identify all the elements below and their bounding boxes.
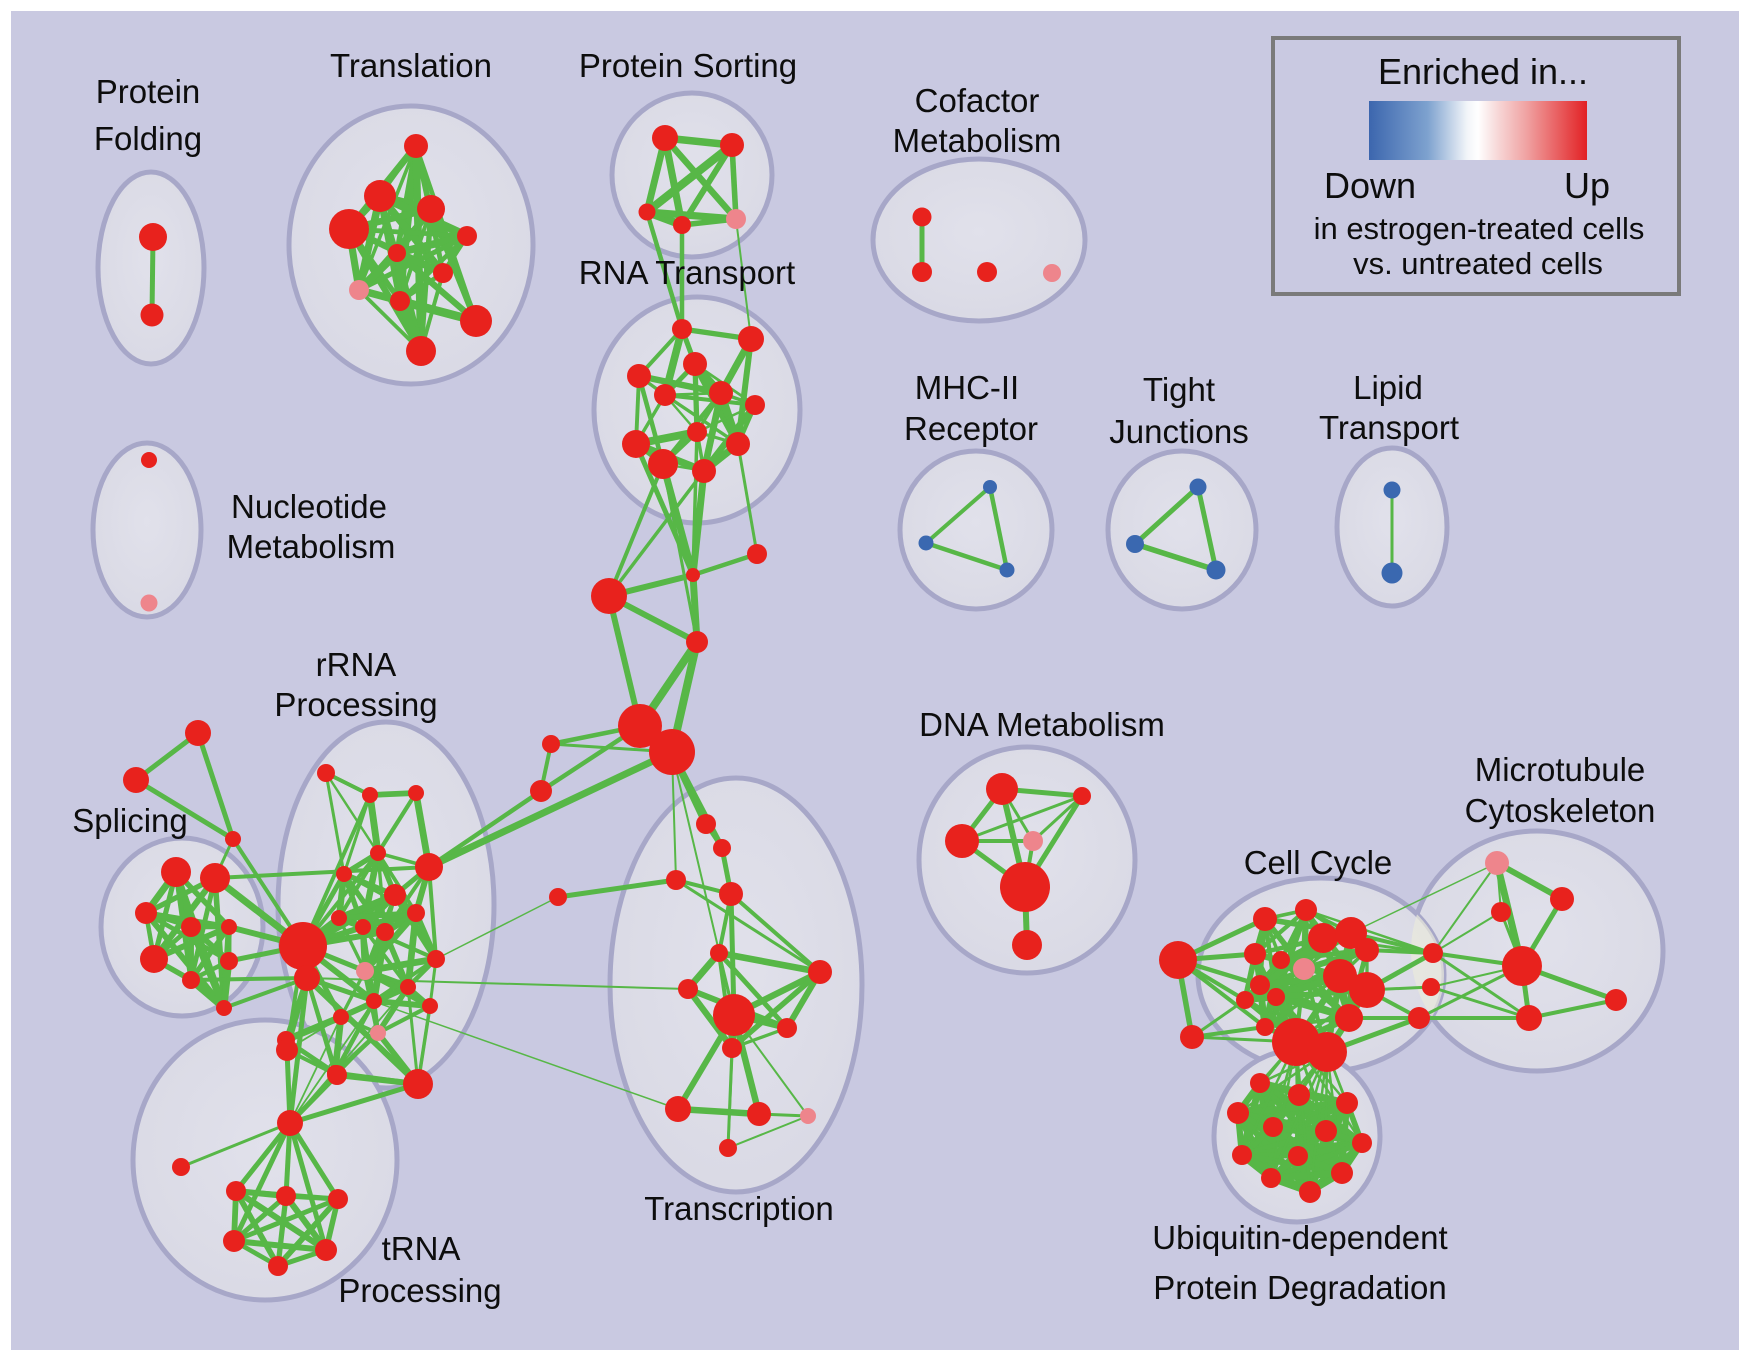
svg-text:rRNA: rRNA: [316, 646, 397, 683]
svg-text:Up: Up: [1564, 165, 1610, 206]
svg-text:Splicing: Splicing: [72, 802, 188, 839]
svg-text:Junctions: Junctions: [1109, 413, 1248, 450]
svg-text:Metabolism: Metabolism: [893, 122, 1062, 159]
svg-text:Transport: Transport: [1319, 409, 1459, 446]
svg-text:Cell Cycle: Cell Cycle: [1244, 844, 1393, 881]
svg-text:Processing: Processing: [338, 1272, 501, 1309]
svg-text:Cofactor: Cofactor: [915, 82, 1040, 119]
svg-text:Metabolism: Metabolism: [227, 528, 396, 565]
svg-text:Tight: Tight: [1143, 371, 1215, 408]
svg-text:Folding: Folding: [94, 120, 202, 157]
svg-text:Translation: Translation: [330, 47, 492, 84]
svg-text:Enriched in...: Enriched in...: [1378, 51, 1588, 92]
svg-text:RNA Transport: RNA Transport: [579, 254, 795, 291]
svg-text:in estrogen-treated cells: in estrogen-treated cells: [1314, 211, 1645, 246]
svg-text:Cytoskeleton: Cytoskeleton: [1465, 792, 1656, 829]
svg-text:Down: Down: [1324, 165, 1416, 206]
svg-text:Transcription: Transcription: [644, 1190, 834, 1227]
svg-text:Processing: Processing: [274, 686, 437, 723]
svg-text:Lipid: Lipid: [1353, 369, 1423, 406]
svg-text:Microtubule: Microtubule: [1475, 751, 1646, 788]
svg-text:Receptor: Receptor: [904, 410, 1038, 447]
svg-text:Protein Degradation: Protein Degradation: [1153, 1269, 1447, 1306]
svg-text:vs. untreated cells: vs. untreated cells: [1353, 246, 1603, 281]
svg-text:tRNA: tRNA: [382, 1230, 461, 1267]
svg-text:Ubiquitin-dependent: Ubiquitin-dependent: [1152, 1219, 1447, 1256]
svg-text:Protein: Protein: [96, 73, 201, 110]
svg-text:Protein Sorting: Protein Sorting: [579, 47, 797, 84]
svg-text:DNA Metabolism: DNA Metabolism: [919, 706, 1165, 743]
svg-text:Nucleotide: Nucleotide: [231, 488, 387, 525]
svg-text:MHC-II: MHC-II: [915, 369, 1019, 406]
